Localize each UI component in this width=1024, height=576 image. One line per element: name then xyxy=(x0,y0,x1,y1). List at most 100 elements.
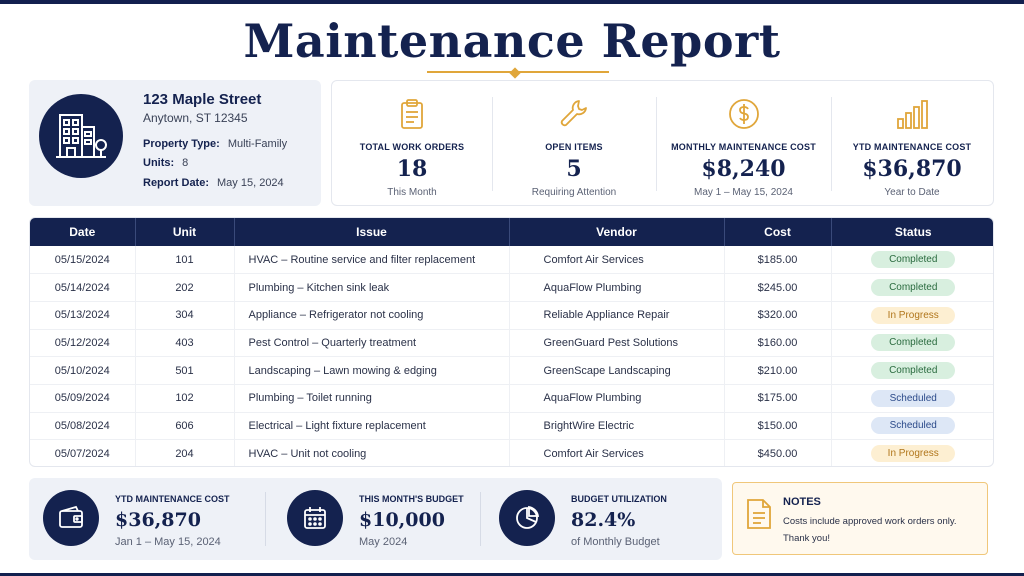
cell-date: 05/12/2024 xyxy=(30,329,136,358)
kpi-sub: This Month xyxy=(387,187,437,198)
summary-budget-utilization: BUDGET UTILIZATION 82.4% of Monthly Budg… xyxy=(499,478,709,560)
summary-sub: May 2024 xyxy=(359,536,408,548)
cell-cost: $210.00 xyxy=(724,356,832,385)
table-row[interactable]: 05/10/2024 501 Landscaping – Lawn mowing… xyxy=(30,356,993,385)
cell-date: 05/14/2024 xyxy=(30,273,136,302)
kpi-label: OPEN ITEMS xyxy=(545,142,603,152)
property-date-row: Report Date: May 15, 2024 xyxy=(143,177,284,189)
property-type-row: Property Type: Multi-Family xyxy=(143,138,287,150)
kpi-divider xyxy=(831,97,832,191)
cell-unit: 403 xyxy=(135,329,235,358)
cell-vendor: AquaFlow Plumbing xyxy=(509,273,725,302)
summary-ytd-cost: YTD MAINTENANCE COST $36,870 Jan 1 – May… xyxy=(43,478,258,560)
cell-unit: 202 xyxy=(135,273,235,302)
cell-issue: HVAC – Unit not cooling xyxy=(234,439,510,466)
table-header-row: Date Unit Issue Vendor Cost Status xyxy=(30,218,993,246)
summary-label: THIS MONTH'S BUDGET xyxy=(359,494,464,504)
summary-value: $10,000 xyxy=(359,509,445,531)
column-header-status[interactable]: Status xyxy=(831,218,993,246)
table-row[interactable]: 05/15/2024 101 HVAC – Routine service an… xyxy=(30,246,993,275)
summary-divider xyxy=(265,492,266,546)
cell-vendor: Comfort Air Services xyxy=(509,439,725,466)
summary-value: $36,870 xyxy=(115,509,201,531)
cell-issue: Plumbing – Toilet running xyxy=(234,384,510,413)
column-header-cost[interactable]: Cost xyxy=(724,218,832,246)
cell-status: Completed xyxy=(831,246,993,275)
column-header-date[interactable]: Date xyxy=(30,218,136,246)
notes-card: NOTES Costs include approved work orders… xyxy=(732,482,988,555)
table-row[interactable]: 05/07/2024 204 HVAC – Unit not cooling C… xyxy=(30,439,993,466)
work-orders-table: Date Unit Issue Vendor Cost Status 05/15… xyxy=(29,217,994,467)
bar-chart-icon xyxy=(897,100,928,129)
cell-issue: Plumbing – Kitchen sink leak xyxy=(234,273,510,302)
status-badge: Completed xyxy=(871,334,956,352)
cell-date: 05/13/2024 xyxy=(30,301,136,330)
cell-vendor: GreenScape Landscaping xyxy=(509,356,725,385)
document-icon xyxy=(747,499,771,529)
clipboard-icon xyxy=(401,99,423,129)
kpi-value: 18 xyxy=(396,156,428,182)
notes-line: Costs include approved work orders only. xyxy=(783,516,957,527)
cell-unit: 501 xyxy=(135,356,235,385)
status-badge: In Progress xyxy=(871,445,956,463)
summary-value: 82.4% xyxy=(571,509,636,531)
property-card: 123 Maple Street Anytown, ST 12345 Prope… xyxy=(29,80,321,206)
property-units-value: 8 xyxy=(182,157,189,169)
cell-unit: 304 xyxy=(135,301,235,330)
cell-vendor: BrightWire Electric xyxy=(509,412,725,441)
wallet-icon xyxy=(43,490,99,546)
property-units-row: Units: 8 xyxy=(143,157,188,169)
cell-vendor: Comfort Air Services xyxy=(509,246,725,275)
kpi-divider xyxy=(656,97,657,191)
cell-status: In Progress xyxy=(831,440,993,466)
notes-title: NOTES xyxy=(783,496,821,508)
kpi-monthly-cost: MONTHLY MAINTENANCE COST $8,240 May 1 – … xyxy=(656,81,831,205)
status-badge: In Progress xyxy=(871,306,956,324)
summary-month-budget: THIS MONTH'S BUDGET $10,000 May 2024 xyxy=(287,478,477,560)
cell-date: 05/08/2024 xyxy=(30,412,136,441)
kpi-label: MONTHLY MAINTENANCE COST xyxy=(671,142,816,152)
cell-vendor: AquaFlow Plumbing xyxy=(509,384,725,413)
table-row[interactable]: 05/13/2024 304 Appliance – Refrigerator … xyxy=(30,301,993,330)
pie-chart-icon xyxy=(499,490,555,546)
kpi-card: TOTAL WORK ORDERS 18 This Month OPEN ITE… xyxy=(331,80,994,206)
column-header-vendor[interactable]: Vendor xyxy=(509,218,725,246)
property-type-value: Multi-Family xyxy=(227,138,288,150)
cell-issue: Appliance – Refrigerator not cooling xyxy=(234,301,510,330)
status-badge: Scheduled xyxy=(871,417,956,435)
kpi-label: YTD MAINTENANCE COST xyxy=(852,142,972,152)
summary-sub: Jan 1 – May 15, 2024 xyxy=(115,536,221,548)
kpi-open-items: OPEN ITEMS 5 Requiring Attention xyxy=(492,81,656,205)
cell-vendor: Reliable Appliance Repair xyxy=(509,301,725,330)
kpi-total-work-orders: TOTAL WORK ORDERS 18 This Month xyxy=(332,81,492,205)
page-title: Maintenance Report xyxy=(243,14,781,68)
status-badge: Completed xyxy=(871,251,956,269)
column-header-unit[interactable]: Unit xyxy=(135,218,235,246)
title-ornament xyxy=(509,67,521,79)
calendar-icon xyxy=(287,490,343,546)
property-city: Anytown, ST 12345 xyxy=(143,111,248,125)
cell-cost: $245.00 xyxy=(724,273,832,302)
kpi-ytd-cost: YTD MAINTENANCE COST $36,870 Year to Dat… xyxy=(831,81,993,205)
table-row[interactable]: 05/14/2024 202 Plumbing – Kitchen sink l… xyxy=(30,273,993,302)
status-badge: Completed xyxy=(871,279,956,297)
summary-sub: of Monthly Budget xyxy=(571,536,660,548)
cell-issue: Pest Control – Quarterly treatment xyxy=(234,329,510,358)
cell-unit: 204 xyxy=(135,439,235,466)
kpi-sub: May 1 – May 15, 2024 xyxy=(694,187,793,198)
cell-date: 05/10/2024 xyxy=(30,356,136,385)
table-row[interactable]: 05/08/2024 606 Electrical – Light fixtur… xyxy=(30,412,993,441)
cell-issue: Landscaping – Lawn mowing & edging xyxy=(234,356,510,385)
kpi-sub: Requiring Attention xyxy=(531,187,617,198)
cell-date: 05/09/2024 xyxy=(30,384,136,413)
budget-summary-card: YTD MAINTENANCE COST $36,870 Jan 1 – May… xyxy=(29,478,722,560)
status-badge: Completed xyxy=(871,362,956,380)
property-date-value: May 15, 2024 xyxy=(217,177,284,189)
summary-label: BUDGET UTILIZATION xyxy=(571,494,667,504)
wrench-icon xyxy=(560,100,587,127)
cell-vendor: GreenGuard Pest Solutions xyxy=(509,329,725,358)
table-row[interactable]: 05/12/2024 403 Pest Control – Quarterly … xyxy=(30,329,993,358)
cell-unit: 102 xyxy=(135,384,235,413)
table-row[interactable]: 05/09/2024 102 Plumbing – Toilet running… xyxy=(30,384,993,413)
column-header-issue[interactable]: Issue xyxy=(234,218,510,246)
